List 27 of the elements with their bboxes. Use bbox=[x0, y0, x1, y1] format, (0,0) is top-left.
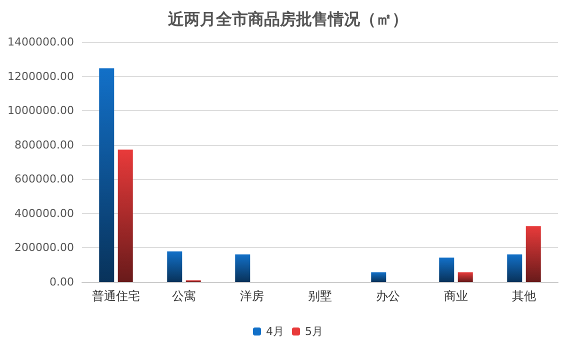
bar bbox=[458, 272, 473, 282]
bar bbox=[507, 254, 522, 282]
x-tick-label: 别墅 bbox=[308, 289, 332, 303]
bar bbox=[526, 226, 541, 282]
x-tick-label: 办公 bbox=[376, 289, 400, 303]
chart-title: 近两月全市商品房批售情况（㎡） bbox=[167, 10, 408, 28]
bar bbox=[167, 251, 182, 282]
y-tick-label: 1000000.00 bbox=[8, 104, 74, 118]
y-tick-label: 1400000.00 bbox=[8, 36, 74, 48]
y-tick-label: 200000.00 bbox=[14, 241, 74, 254]
x-tick-label: 商业 bbox=[444, 289, 468, 303]
x-tick-label: 普通住宅 bbox=[92, 289, 140, 303]
y-tick-label: 600000.00 bbox=[14, 172, 74, 186]
x-tick-label: 公寓 bbox=[172, 289, 196, 303]
bar bbox=[439, 258, 454, 282]
legend-label: 5月 bbox=[305, 325, 323, 338]
bar bbox=[99, 68, 114, 282]
bar bbox=[371, 272, 386, 282]
x-tick-label: 洋房 bbox=[240, 289, 264, 303]
y-tick-label: 800000.00 bbox=[14, 138, 74, 152]
legend-label: 4月 bbox=[266, 325, 284, 338]
x-tick-label: 其他 bbox=[512, 289, 536, 303]
y-tick-label: 0.00 bbox=[50, 276, 74, 288]
bar bbox=[118, 150, 133, 282]
y-tick-label: 400000.00 bbox=[14, 206, 74, 220]
bar bbox=[235, 254, 250, 282]
y-tick-label: 1200000.00 bbox=[8, 70, 74, 83]
